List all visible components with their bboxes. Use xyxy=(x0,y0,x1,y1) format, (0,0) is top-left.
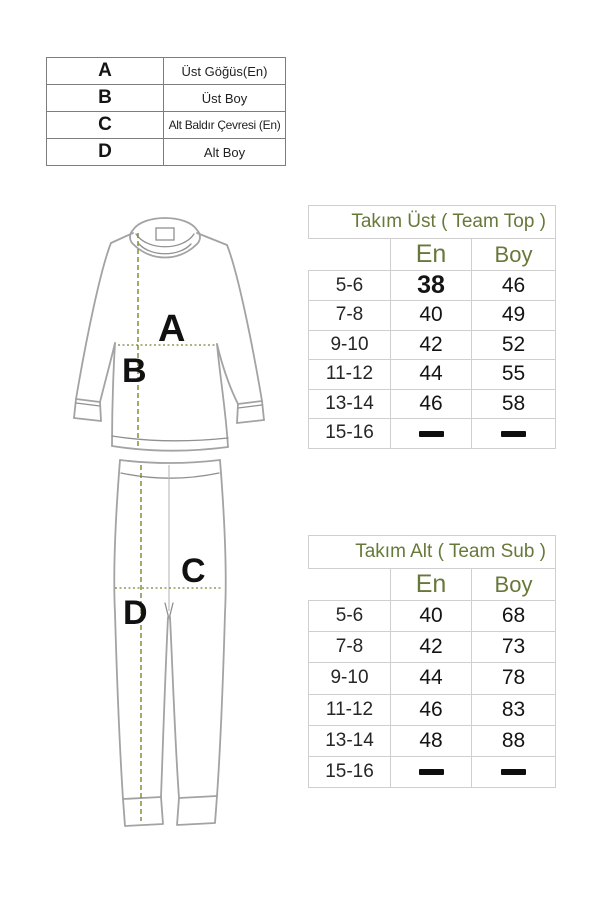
boy-value-cell: 83 xyxy=(471,693,556,726)
table-title-row: Takım Alt ( Team Sub ) xyxy=(308,535,556,569)
size-range-cell: 15-16 xyxy=(308,755,391,789)
size-row: 11-12 46 83 xyxy=(308,693,556,726)
boy-value-cell: 78 xyxy=(471,662,556,695)
boy-value-cell: 46 xyxy=(471,270,556,301)
legend-label: Alt Boy xyxy=(163,138,286,166)
size-row: 5-6 40 68 xyxy=(308,599,556,633)
en-value-cell: 44 xyxy=(390,359,472,390)
boy-value-cell: 73 xyxy=(471,631,556,664)
no-size-dash-icon xyxy=(501,769,526,776)
shirt-diagram: A B xyxy=(73,217,265,452)
size-row: 7-8 40 49 xyxy=(308,300,556,331)
size-range-cell: 7-8 xyxy=(308,300,391,331)
size-table-team-sub: Takım Alt ( Team Sub ) En Boy 5-6 40 68 7-8… xyxy=(308,535,556,789)
no-size-dash-icon xyxy=(418,769,444,776)
size-row: 13-14 46 58 xyxy=(308,388,556,419)
boy-value-cell: 52 xyxy=(471,329,556,360)
en-value-cell: 40 xyxy=(390,300,472,331)
size-row: 15-16 xyxy=(308,418,556,449)
legend-letter: A xyxy=(46,57,164,85)
boy-value-cell: 88 xyxy=(471,724,556,757)
size-row: 9-10 44 78 xyxy=(308,662,556,695)
size-table-team-top: Takım Üst ( Team Top ) En Boy 5-6 38 46 7-8… xyxy=(308,205,556,449)
en-value-cell: 46 xyxy=(390,693,472,726)
label-b: B xyxy=(122,352,147,390)
label-a: A xyxy=(158,308,185,350)
boy-value-cell: 55 xyxy=(471,359,556,390)
table-title: Takım Alt ( Team Sub ) xyxy=(308,535,556,569)
legend-letter: D xyxy=(46,138,164,166)
size-range-cell: 13-14 xyxy=(308,724,391,757)
legend-row: B Üst Boy xyxy=(46,84,286,112)
legend-row: D Alt Boy xyxy=(46,138,286,166)
boy-value-cell: 49 xyxy=(471,300,556,331)
en-value-cell: 38 xyxy=(390,270,472,301)
en-value-cell: 40 xyxy=(390,599,472,633)
size-row: 11-12 44 55 xyxy=(308,359,556,390)
column-header-boy: Boy xyxy=(471,568,556,601)
column-header-row: En Boy xyxy=(309,238,556,271)
table-title-row: Takım Üst ( Team Top ) xyxy=(308,205,556,239)
legend-row: A Üst Göğüs(En) xyxy=(46,57,286,85)
legend-label: Alt Baldır Çevresi (En) xyxy=(163,111,286,139)
legend-letter: C xyxy=(46,111,164,139)
size-range-cell: 5-6 xyxy=(308,270,391,301)
size-range-cell: 5-6 xyxy=(308,599,391,633)
en-value-cell: 42 xyxy=(390,631,472,664)
en-value-cell: 42 xyxy=(390,329,472,360)
corner-cell xyxy=(309,239,391,271)
label-c: C xyxy=(181,552,206,590)
pants-diagram: C D xyxy=(113,459,227,827)
boy-value-cell: 68 xyxy=(471,599,556,633)
legend-label: Üst Göğüs(En) xyxy=(163,57,286,85)
en-value-cell: 46 xyxy=(390,388,472,419)
size-range-cell: 11-12 xyxy=(308,359,391,390)
size-row: 7-8 42 73 xyxy=(308,631,556,664)
size-row: 9-10 42 52 xyxy=(308,329,556,360)
size-row: 5-6 38 46 xyxy=(308,270,556,301)
no-size-dash-icon xyxy=(501,430,526,437)
label-d: D xyxy=(123,594,148,632)
size-range-cell: 9-10 xyxy=(308,662,391,695)
size-range-cell: 7-8 xyxy=(308,631,391,664)
legend-row: C Alt Baldır Çevresi (En) xyxy=(46,111,286,139)
en-value-cell xyxy=(390,755,472,789)
column-header-boy: Boy xyxy=(471,238,556,271)
en-value-cell: 48 xyxy=(390,724,472,757)
size-row: 13-14 48 88 xyxy=(308,724,556,757)
column-header-en: En xyxy=(390,238,472,271)
boy-value-cell: 58 xyxy=(471,388,556,419)
corner-cell xyxy=(309,569,391,601)
size-range-cell: 11-12 xyxy=(308,693,391,726)
size-range-cell: 13-14 xyxy=(308,388,391,419)
en-value-cell: 44 xyxy=(390,662,472,695)
collar-tag xyxy=(155,227,175,241)
boy-value-cell xyxy=(471,418,556,449)
column-header-en: En xyxy=(390,568,472,601)
en-value-cell xyxy=(390,418,472,449)
legend-label: Üst Boy xyxy=(163,84,286,112)
pants-outline xyxy=(113,459,227,827)
size-range-cell: 9-10 xyxy=(308,329,391,360)
shirt-outline xyxy=(73,217,265,452)
boy-value-cell xyxy=(471,755,556,789)
legend-letter: B xyxy=(46,84,164,112)
size-range-cell: 15-16 xyxy=(308,418,391,449)
measurement-legend-table: A Üst Göğüs(En) B Üst Boy C Alt Baldır Çevres… xyxy=(46,57,286,166)
size-row: 15-16 xyxy=(308,755,556,789)
column-header-row: En Boy xyxy=(309,568,556,601)
table-title: Takım Üst ( Team Top ) xyxy=(308,205,556,239)
no-size-dash-icon xyxy=(418,430,444,437)
